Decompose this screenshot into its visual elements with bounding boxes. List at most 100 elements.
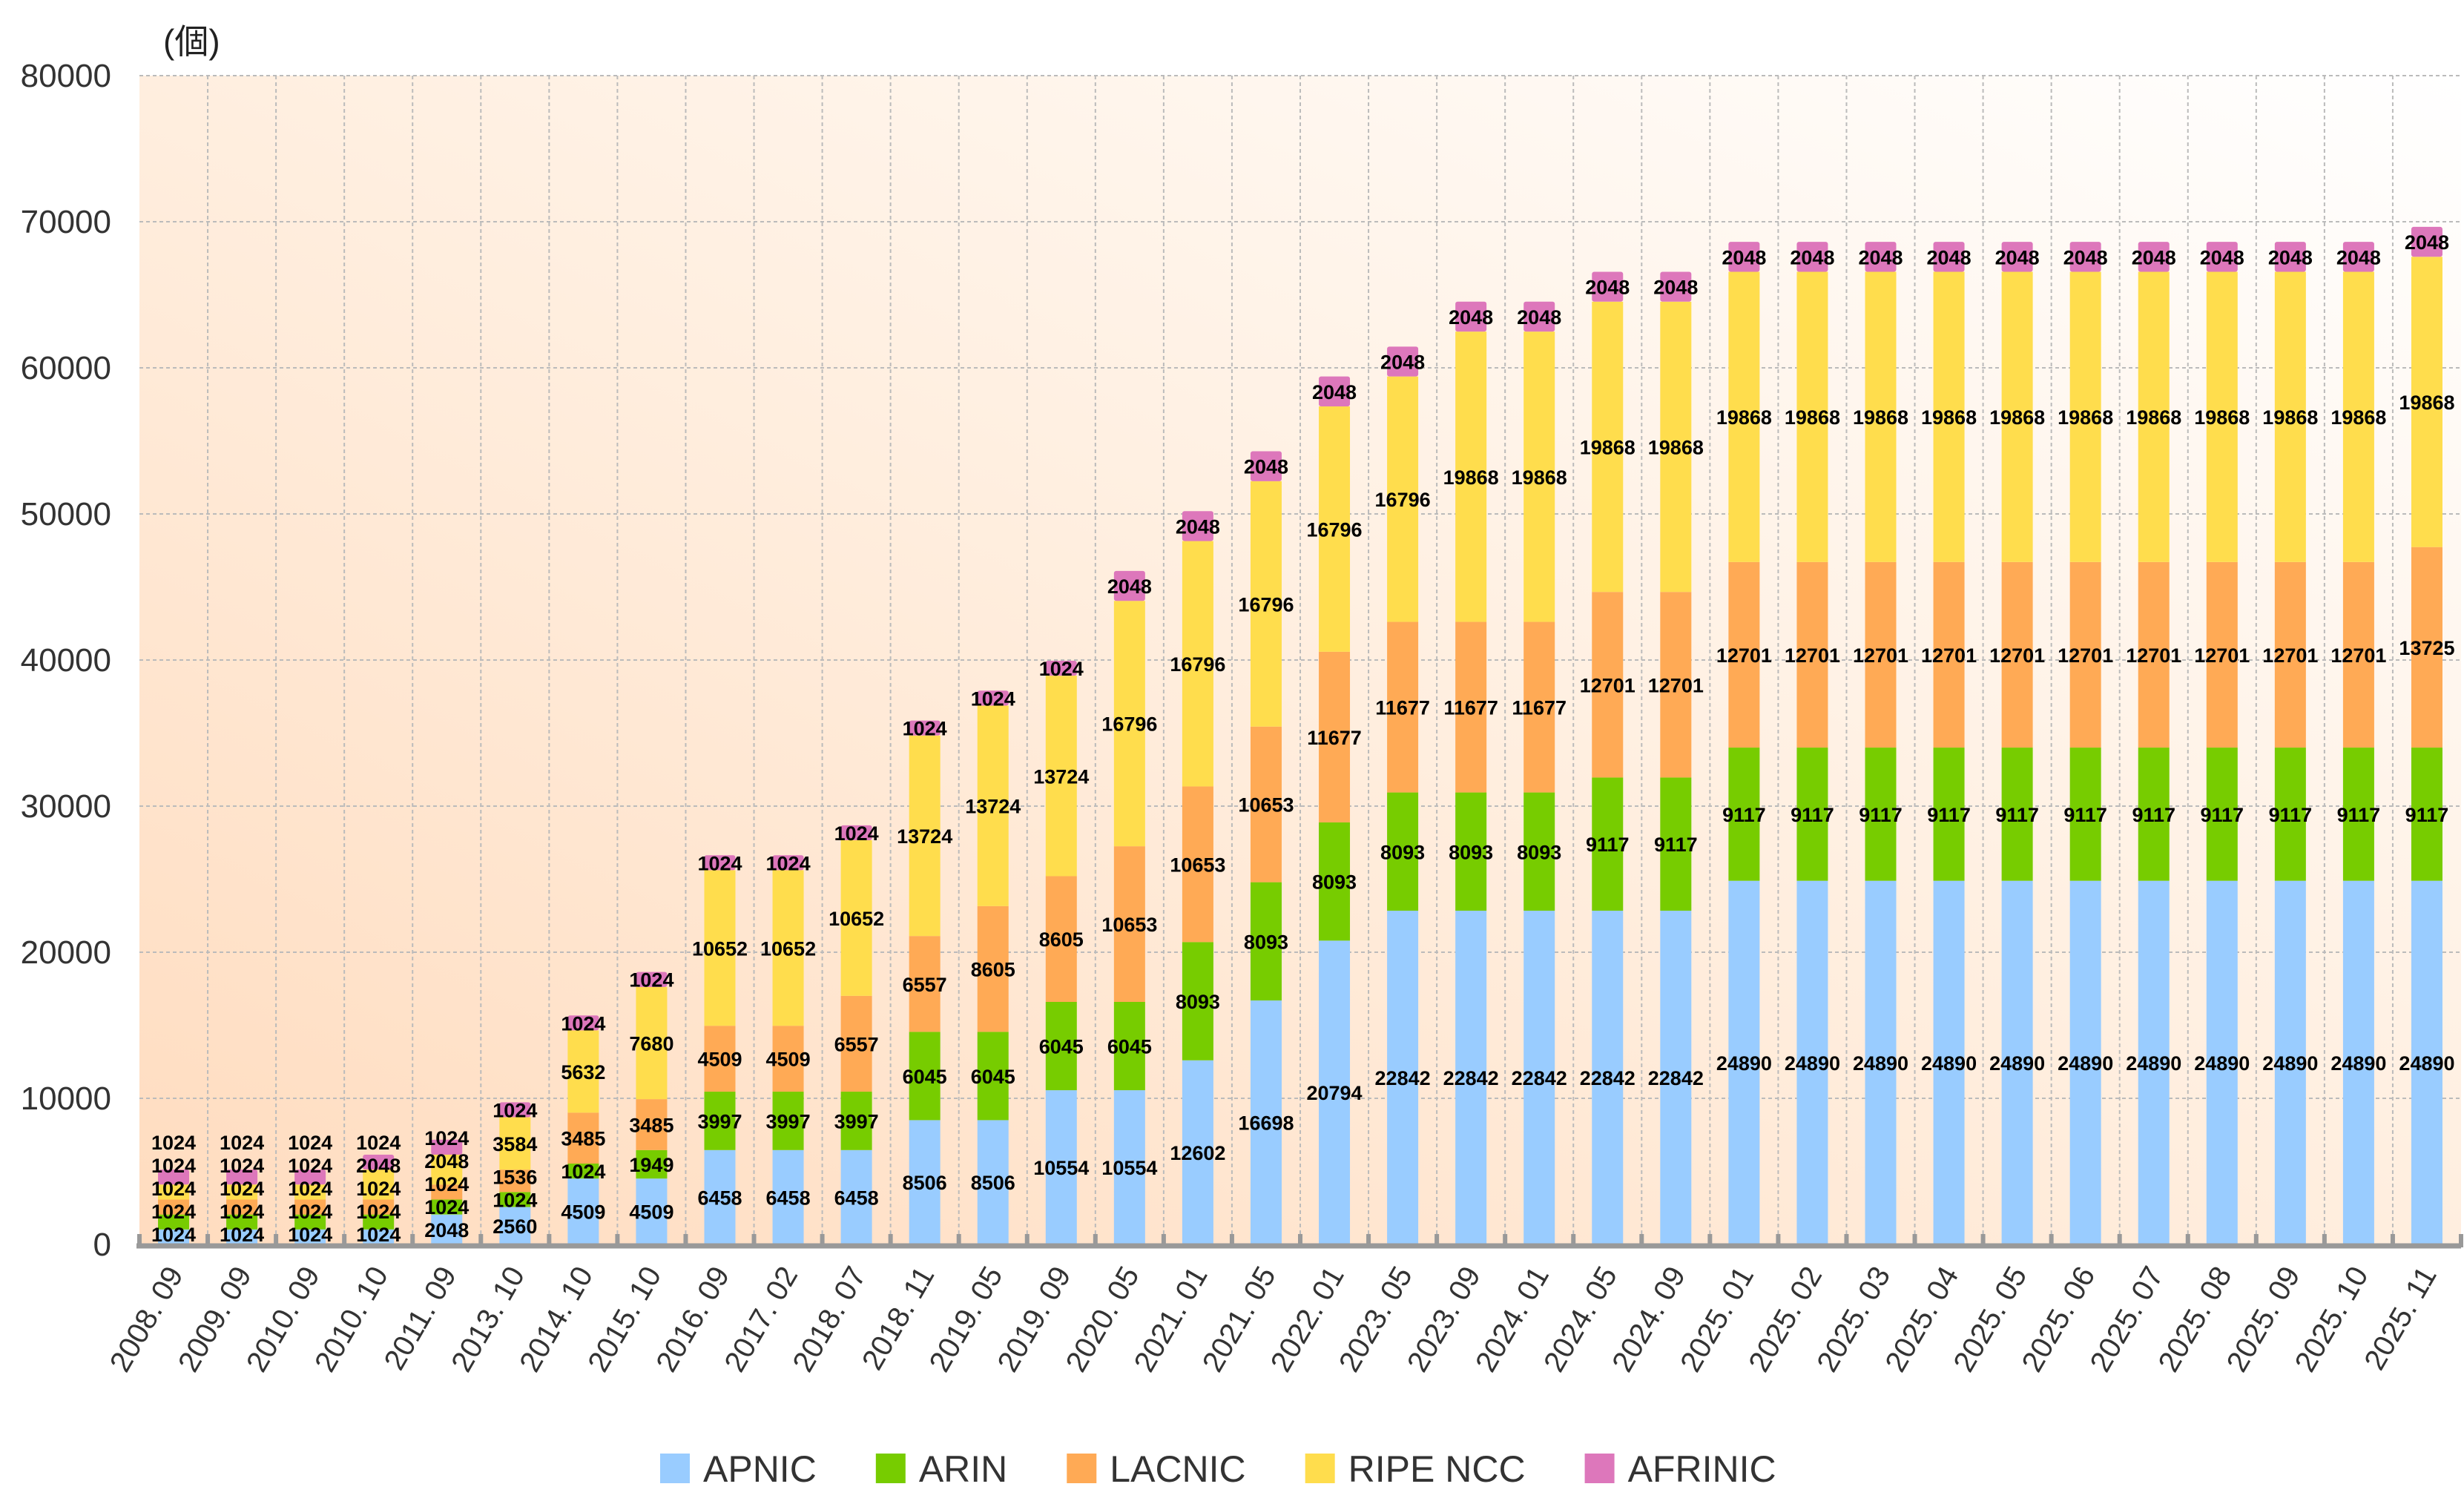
bar-segment-afrinic xyxy=(363,1154,395,1170)
bar-segment-afrinic xyxy=(2274,242,2306,272)
data-label: 12701 xyxy=(1785,644,1840,667)
bar-segment-apnic xyxy=(1796,880,1828,1244)
data-label: 12701 xyxy=(1648,674,1704,696)
bar-segment-apnic xyxy=(1113,1090,1145,1244)
bar-segment-apnic xyxy=(909,1120,941,1244)
data-label: 24890 xyxy=(2058,1052,2113,1075)
data-label: 16796 xyxy=(1238,593,1294,616)
data-label: 24890 xyxy=(1989,1052,2045,1075)
bar-segment-afrinic xyxy=(2138,242,2170,272)
bar-segment-lacnic xyxy=(1523,621,1555,793)
bar-segment-arin xyxy=(2206,748,2238,881)
bar-segment-afrinic xyxy=(1045,660,1077,676)
data-label: 2048 xyxy=(1858,246,1903,268)
bar-segment-arin xyxy=(977,1032,1009,1121)
data-label: 1024 xyxy=(356,1132,401,1154)
bar-segment-arin xyxy=(1660,777,1692,911)
bar-segment-apnic xyxy=(2069,880,2101,1244)
bar-segment-apnic xyxy=(1182,1060,1213,1244)
data-label: 5632 xyxy=(561,1061,605,1083)
data-label: 16796 xyxy=(1306,518,1362,541)
bar-segment-lacnic xyxy=(158,1199,190,1215)
bar-segment-ripe-ncc xyxy=(2138,271,2170,562)
data-label: 16698 xyxy=(1238,1112,1294,1135)
data-label: 11677 xyxy=(1443,697,1498,719)
bar-segment-apnic xyxy=(363,1229,395,1244)
bar-segment-arin xyxy=(1182,942,1213,1060)
data-label: 2048 xyxy=(2132,246,2176,268)
legend-label: RIPE NCC xyxy=(1348,1448,1526,1490)
bar-segment-apnic xyxy=(226,1229,258,1244)
bar-segment-arin xyxy=(840,1092,872,1150)
data-label: 1024 xyxy=(424,1127,469,1149)
data-label: 6045 xyxy=(1107,1036,1152,1058)
data-label: 10653 xyxy=(1238,794,1294,817)
bar-segment-lacnic xyxy=(567,1112,599,1164)
bar-segment-ripe-ncc xyxy=(2069,271,2101,562)
data-label: 1024 xyxy=(288,1178,332,1200)
data-label: 1024 xyxy=(151,1201,196,1223)
data-label: 8093 xyxy=(1380,841,1425,863)
bar-segment-lacnic xyxy=(704,1026,736,1092)
data-label: 19868 xyxy=(1853,406,1908,429)
y-tick-label: 0 xyxy=(93,1227,111,1263)
data-label: 22842 xyxy=(1512,1067,1567,1089)
bar-segment-afrinic xyxy=(1933,242,1965,272)
bar-segment-lacnic xyxy=(1455,621,1487,793)
data-label: 1024 xyxy=(561,1161,605,1183)
bar-segment-apnic xyxy=(704,1149,736,1244)
bar-segment-afrinic xyxy=(294,1170,326,1185)
data-label: 1024 xyxy=(220,1178,264,1200)
data-label: 8093 xyxy=(1176,991,1220,1013)
bar-segment-apnic xyxy=(567,1178,599,1244)
bar-segment-ripe-ncc xyxy=(567,1030,599,1113)
data-label: 22842 xyxy=(1375,1067,1431,1089)
data-label: 24890 xyxy=(1785,1052,1840,1075)
bar-segment-ripe-ncc xyxy=(1319,406,1351,652)
data-label: 16796 xyxy=(1375,489,1431,511)
data-label: 6557 xyxy=(903,974,947,996)
bar-segment-apnic xyxy=(2411,880,2442,1244)
data-label: 8605 xyxy=(971,959,1015,981)
bar-segment-arin xyxy=(909,1032,941,1121)
bar-segment-apnic xyxy=(158,1229,190,1244)
data-label: 13724 xyxy=(1033,765,1089,788)
bar-segment-apnic xyxy=(977,1120,1009,1244)
bar-segment-arin xyxy=(1319,822,1351,941)
data-label: 9117 xyxy=(1654,834,1698,856)
bar-segment-apnic xyxy=(2001,880,2033,1244)
data-label: 10652 xyxy=(692,937,748,960)
y-tick-label: 20000 xyxy=(21,934,111,971)
bar-segment-apnic xyxy=(2274,880,2306,1244)
bar-segment-lacnic xyxy=(2274,561,2306,748)
bar-segment-lacnic xyxy=(636,1099,668,1150)
data-label: 9117 xyxy=(1927,804,1971,826)
data-label: 19868 xyxy=(2058,406,2113,429)
data-label: 22842 xyxy=(1443,1067,1499,1089)
data-label: 2048 xyxy=(2268,246,2313,268)
data-label: 3485 xyxy=(561,1128,605,1150)
legend-label: APNIC xyxy=(703,1448,817,1490)
data-label: 20794 xyxy=(1306,1082,1362,1104)
data-label: 1024 xyxy=(356,1178,401,1200)
bar-segment-afrinic xyxy=(1319,376,1351,407)
bar-segment-arin xyxy=(1865,748,1897,881)
data-label: 19868 xyxy=(2399,392,2454,414)
bar-segment-apnic xyxy=(2138,880,2170,1244)
legend-swatch xyxy=(1067,1454,1097,1483)
data-label: 19868 xyxy=(1921,406,1977,429)
data-label: 6045 xyxy=(1039,1036,1084,1058)
data-label: 11677 xyxy=(1307,727,1362,749)
data-label: 24890 xyxy=(2399,1052,2454,1075)
bar-segment-ripe-ncc xyxy=(1250,481,1282,727)
data-label: 16796 xyxy=(1170,653,1225,676)
bar-segment-ripe-ncc xyxy=(2206,271,2238,562)
data-label: 10652 xyxy=(760,937,816,960)
bar-segment-ripe-ncc xyxy=(840,840,872,996)
bar-segment-lacnic xyxy=(294,1199,326,1215)
data-label: 2048 xyxy=(2200,246,2244,268)
bar-segment-lacnic xyxy=(840,995,872,1092)
bar-segment-apnic xyxy=(840,1149,872,1244)
data-label: 1024 xyxy=(424,1173,469,1195)
data-label: 9117 xyxy=(2132,804,2175,826)
